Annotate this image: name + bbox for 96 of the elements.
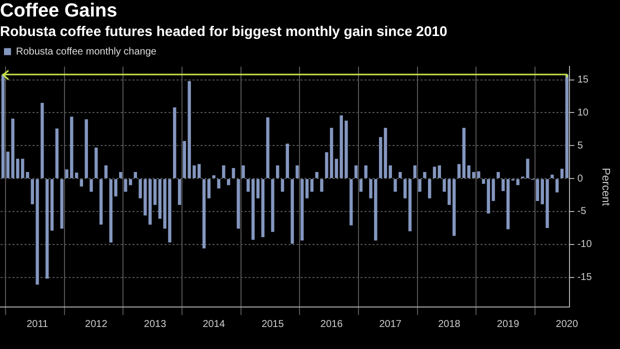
bar (482, 179, 486, 184)
bar (457, 164, 461, 178)
bar (84, 119, 88, 178)
bar (408, 179, 412, 232)
bar (418, 179, 422, 192)
bar (271, 179, 274, 232)
x-tick-label: 2012 (85, 318, 108, 330)
bar (94, 148, 98, 178)
bar (207, 179, 211, 198)
bar (55, 128, 59, 178)
y-axis-title: Percent (599, 168, 612, 206)
bar (256, 179, 260, 198)
bar (296, 165, 299, 178)
bar (276, 165, 280, 178)
y-tick-label: 10 (577, 107, 589, 118)
chart-title: Coffee Gains (0, 0, 118, 22)
legend-label: Robusta coffee monthly change (16, 46, 157, 58)
bar (60, 179, 64, 229)
bar (128, 179, 132, 186)
bar (555, 179, 559, 192)
bar (398, 172, 402, 178)
bar (1, 74, 5, 178)
bar (423, 172, 426, 178)
bar (134, 172, 137, 178)
bar (217, 179, 220, 188)
bar (266, 117, 270, 178)
bar (80, 179, 84, 186)
bar (90, 179, 93, 192)
bar (261, 179, 264, 238)
bar (173, 107, 176, 178)
bar (550, 174, 554, 178)
bar (280, 179, 284, 192)
bar (46, 179, 49, 279)
bar (394, 179, 397, 192)
bar (310, 179, 314, 192)
x-tick-label: 2020 (556, 318, 578, 330)
bar (232, 168, 236, 178)
x-tick-label: 2011 (26, 318, 49, 330)
bar (119, 172, 122, 178)
bar (354, 165, 358, 178)
bar (565, 74, 568, 178)
bar (502, 179, 505, 192)
bar (486, 179, 490, 214)
bar (236, 179, 240, 229)
x-tick-label: 2015 (262, 318, 284, 330)
y-tick-label: -5 (577, 206, 587, 218)
bar (506, 179, 510, 230)
x-tick-label: 2016 (320, 318, 344, 330)
bar (99, 179, 103, 225)
y-tick-label: -10 (577, 239, 592, 250)
bar (40, 102, 44, 178)
bar (536, 179, 540, 201)
bar (242, 165, 245, 178)
y-tick-label: 15 (577, 74, 589, 86)
bar (378, 137, 382, 178)
bar (350, 179, 353, 226)
bar (286, 144, 289, 178)
bar (124, 179, 128, 192)
bar (226, 179, 230, 186)
bar (516, 179, 520, 186)
bar (300, 179, 304, 240)
chart-subtitle: Robusta coffee futures headed for biggest monthly gain since 2010 (0, 23, 448, 40)
bar (26, 172, 30, 178)
bar (74, 172, 78, 178)
x-tick-label: 2019 (496, 318, 520, 330)
bar (428, 179, 432, 198)
bar (496, 172, 500, 178)
bar (492, 179, 495, 201)
y-tick-label: 5 (577, 140, 584, 152)
bar (364, 165, 368, 178)
bar (359, 179, 363, 192)
bar (330, 128, 334, 178)
bar (104, 165, 108, 178)
bar (403, 179, 407, 198)
y-tick-label: -15 (577, 272, 592, 284)
bar (320, 179, 324, 192)
bar (50, 179, 54, 231)
x-tick-label: 2017 (379, 318, 402, 330)
x-tick-label: 2013 (144, 318, 167, 330)
bar (202, 179, 206, 248)
bar (388, 165, 392, 178)
x-tick-label: 2014 (202, 318, 226, 330)
bar (290, 179, 294, 244)
bar (438, 165, 441, 178)
bar (325, 152, 328, 178)
bar (178, 179, 182, 205)
bar (222, 165, 226, 178)
bar (413, 165, 416, 178)
bar (432, 166, 436, 178)
x-tick-label: 2018 (438, 318, 461, 330)
y-tick-label: 0 (577, 173, 584, 184)
bar (384, 128, 388, 178)
bar (315, 172, 318, 178)
bar (560, 168, 564, 178)
bar (153, 179, 157, 205)
bar (305, 179, 309, 198)
